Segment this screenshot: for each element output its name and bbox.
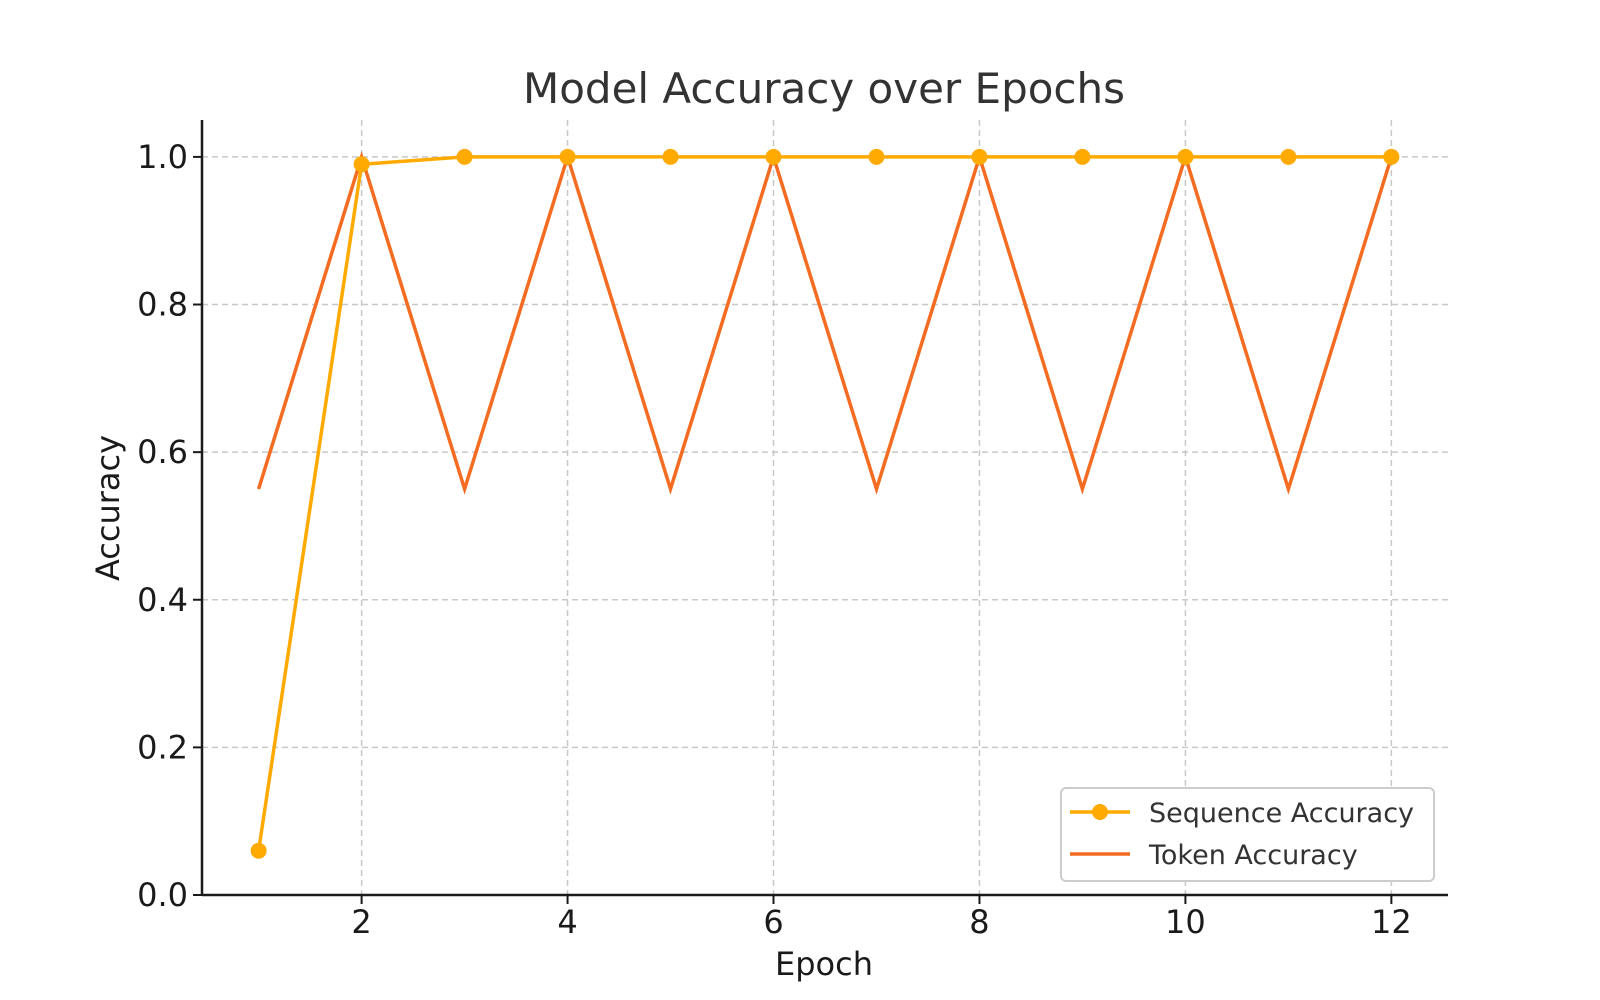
data-point-sequence-accuracy [250,842,267,859]
chart-title: Model Accuracy over Epochs [523,64,1125,113]
data-point-sequence-accuracy [1280,148,1297,165]
y-tick-label: 0.8 [137,286,188,324]
data-point-sequence-accuracy [456,148,473,165]
data-point-sequence-accuracy [662,148,679,165]
series-layer [250,148,1400,859]
data-point-sequence-accuracy [353,156,370,173]
y-axis-label: Accuracy [89,435,127,581]
x-tick-label: 6 [763,903,783,941]
legend-box [1060,787,1435,882]
legend-label-token-accuracy: Token Accuracy [1148,840,1358,871]
data-point-sequence-accuracy [1074,148,1091,165]
y-tick-label: 0.0 [137,876,188,914]
x-tick-label: 10 [1165,903,1206,941]
data-point-sequence-accuracy [765,148,782,165]
legend-label-sequence-accuracy: Sequence Accuracy [1149,798,1414,829]
data-point-sequence-accuracy [1383,148,1400,165]
legend: Sequence Accuracy Token Accuracy [1060,787,1435,882]
y-tick-label: 1.0 [137,138,188,176]
y-tick-label: 0.4 [137,581,188,619]
data-point-sequence-accuracy [1177,148,1194,165]
x-tick-label: 4 [557,903,577,941]
x-axis-label: Epoch [775,945,873,983]
series-line-token-accuracy [256,150,1394,495]
x-tick-label: 2 [351,903,371,941]
grid-layer [202,120,1448,896]
y-tick-label: 0.6 [137,433,188,471]
data-point-sequence-accuracy [559,148,576,165]
series-line-sequence-accuracy [256,155,1392,851]
data-point-sequence-accuracy [868,148,885,165]
x-tick-label: 12 [1371,903,1412,941]
axes-spines [200,120,1448,897]
y-tick-label: 0.2 [137,728,188,766]
tick-layer: 2 4 6 8 10 12 0.0 0.2 0.4 0.6 0.8 1.0 [137,138,1412,941]
legend-marker-sequence-accuracy [1092,804,1108,820]
data-point-sequence-accuracy [971,148,988,165]
x-tick-label: 8 [969,903,989,941]
